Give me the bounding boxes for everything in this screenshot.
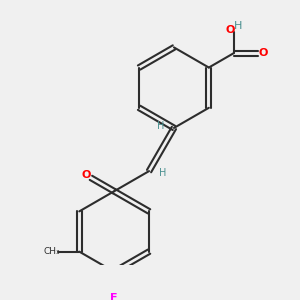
Text: CH₃: CH₃ (43, 247, 60, 256)
Text: H: H (233, 21, 242, 31)
Text: O: O (259, 48, 268, 58)
Text: H: H (159, 168, 166, 178)
Text: H: H (157, 121, 164, 131)
Text: O: O (81, 170, 91, 180)
Text: O: O (225, 25, 235, 35)
Text: F: F (110, 292, 118, 300)
